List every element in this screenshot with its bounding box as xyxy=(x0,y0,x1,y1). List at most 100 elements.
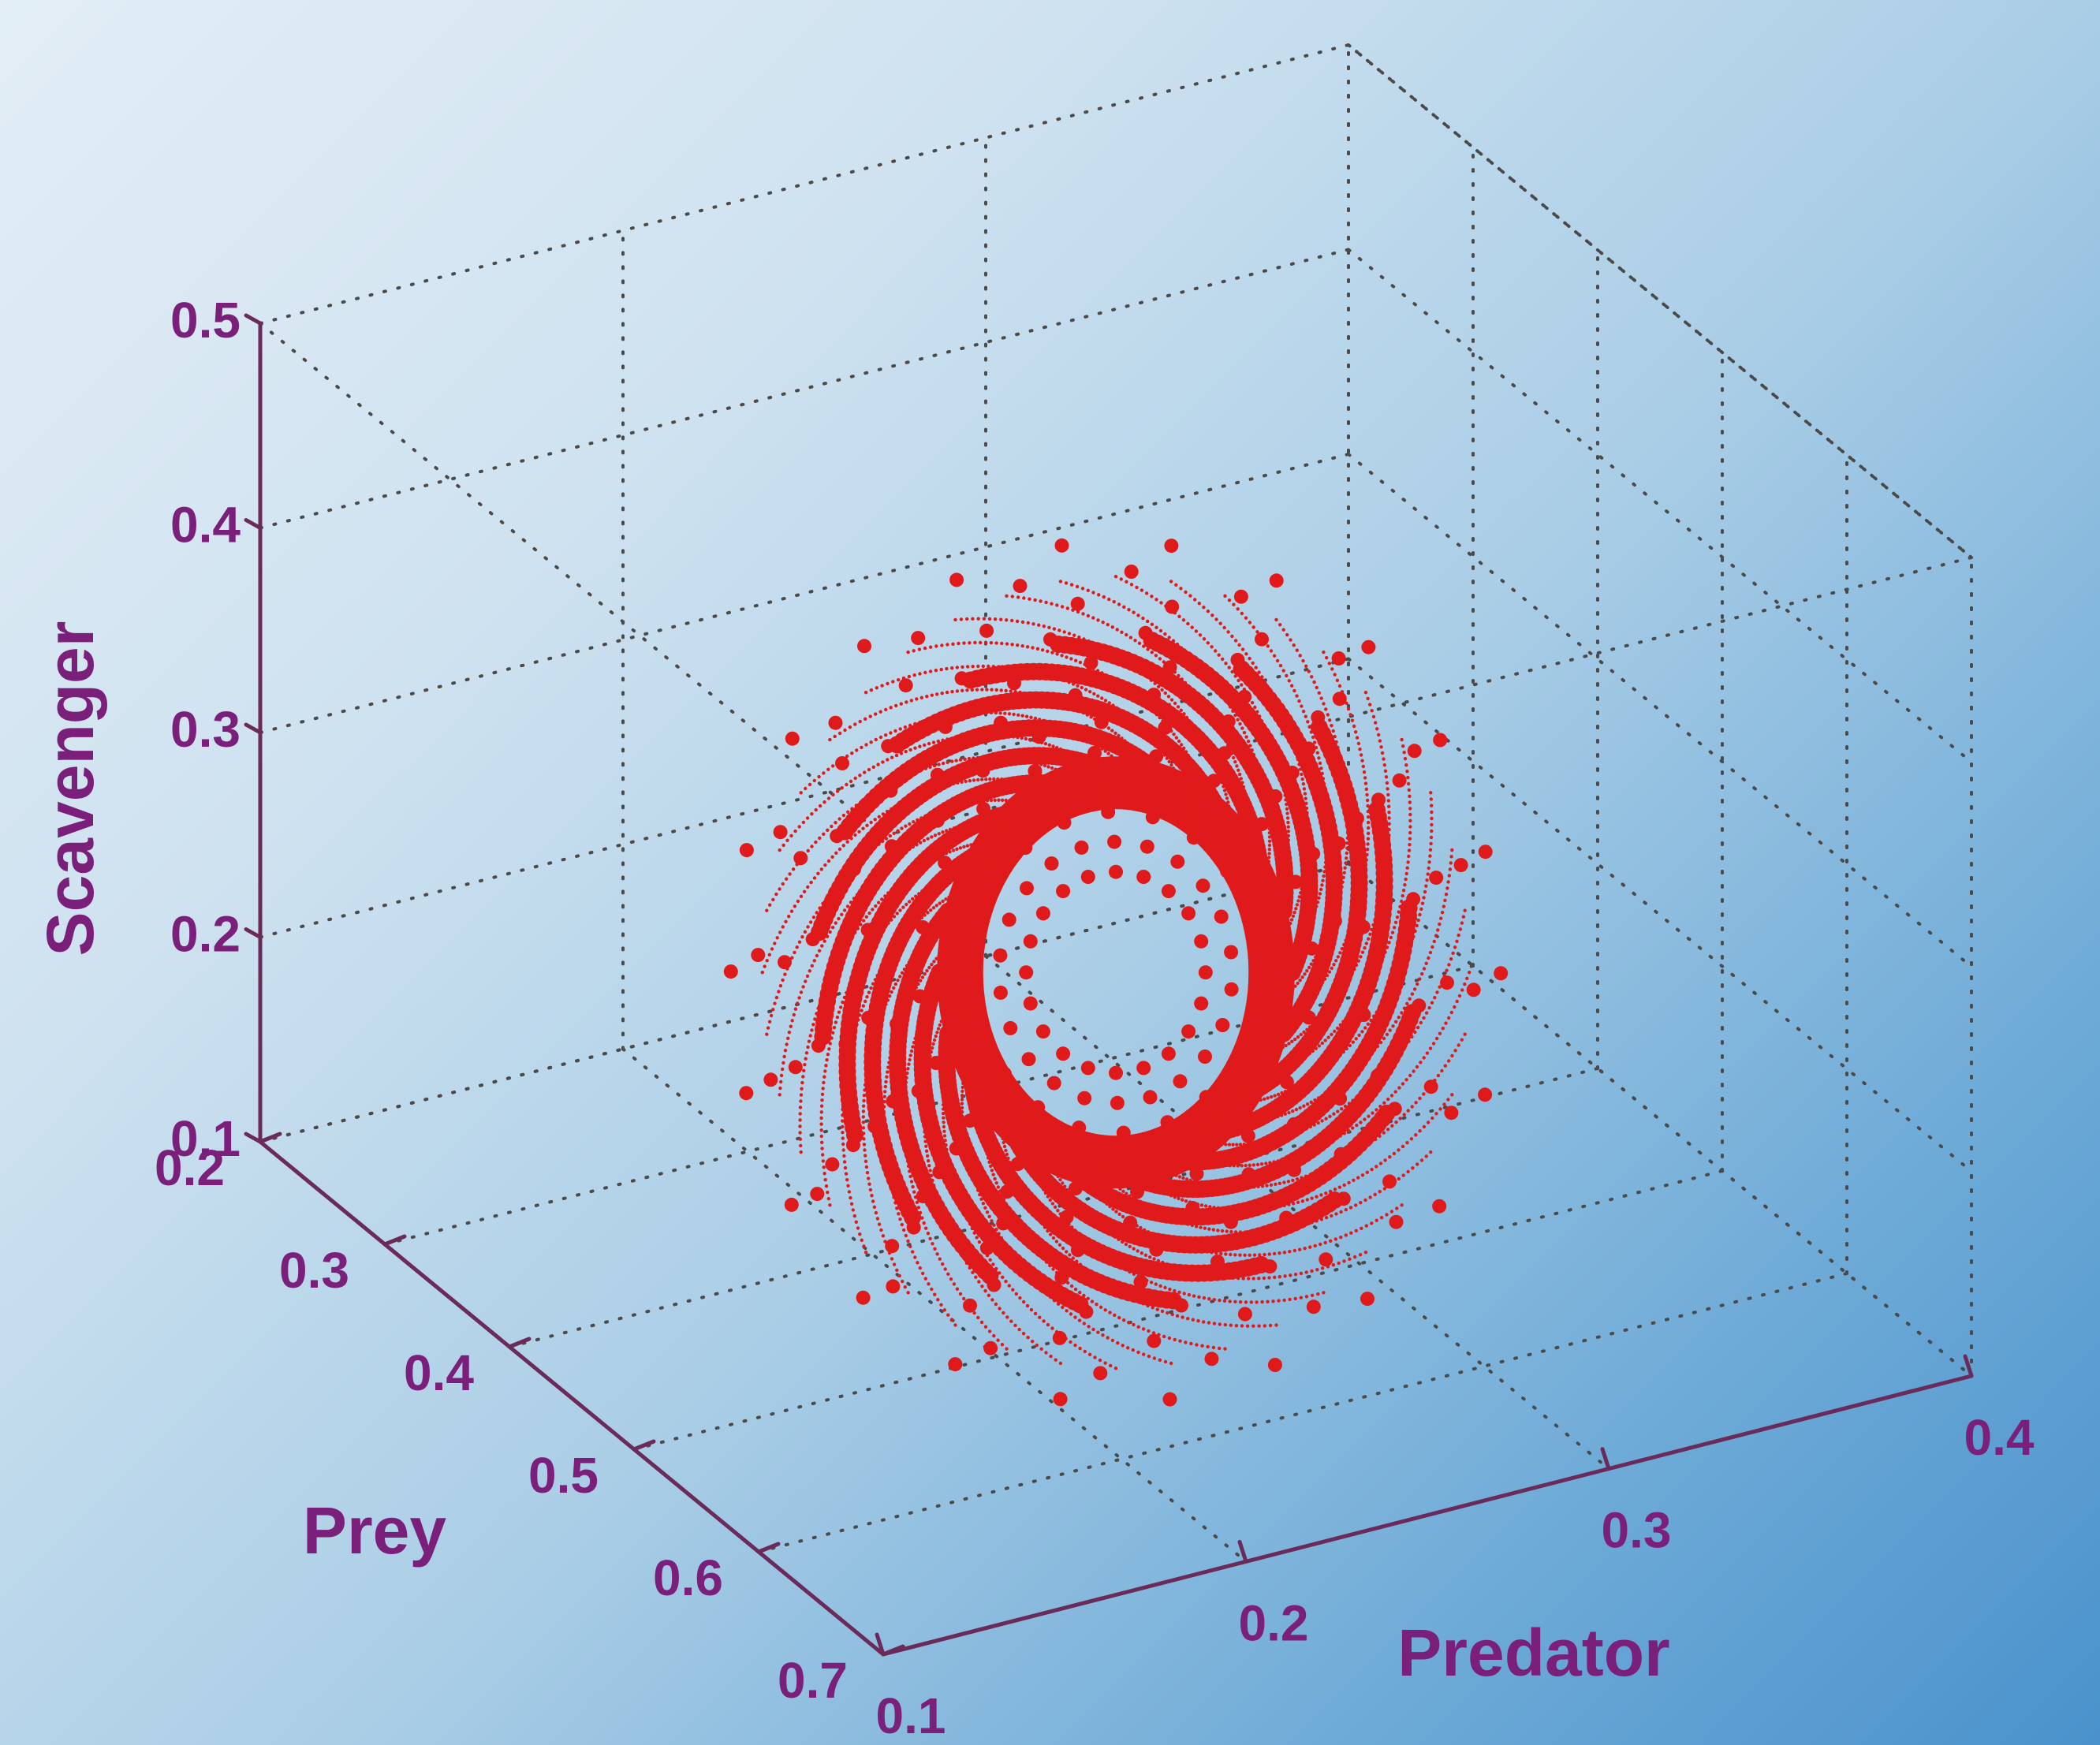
trajectory-dot xyxy=(1348,1043,1352,1048)
trajectory-dot xyxy=(1028,597,1031,601)
trajectory-dot xyxy=(1309,962,1314,966)
trajectory-dot xyxy=(911,897,915,901)
trajectory-dot xyxy=(820,944,824,948)
trajectory-dot xyxy=(941,1262,945,1266)
trajectory-dot xyxy=(944,897,948,901)
trajectory-dot xyxy=(1442,1102,1446,1106)
trajectory-dot xyxy=(950,690,954,694)
trajectory-dot xyxy=(1302,1030,1306,1035)
trajectory-dot xyxy=(955,666,960,669)
initial-point xyxy=(1215,1018,1230,1032)
trajectory-dot xyxy=(1035,647,1040,651)
trajectory-dot xyxy=(841,1124,845,1129)
trajectory-dot xyxy=(779,1079,783,1084)
trajectory-dot xyxy=(1386,799,1391,803)
trajectory-dot xyxy=(765,908,769,912)
trajectory-dot xyxy=(806,1045,810,1050)
trajectory-dot xyxy=(1403,757,1408,761)
trajectory-dot xyxy=(781,978,785,982)
trajectory-dot xyxy=(1366,804,1370,808)
trajectory-dot xyxy=(1016,595,1020,599)
trajectory-dot xyxy=(826,1191,830,1195)
trajectory-dot xyxy=(1108,1311,1112,1314)
trajectory-dot xyxy=(1427,866,1430,871)
trajectory-dot xyxy=(898,908,902,912)
trajectory-dot xyxy=(1302,787,1307,791)
trajectory-dot xyxy=(865,995,869,999)
trajectory-dot xyxy=(1110,625,1115,629)
trajectory-dot xyxy=(875,1217,880,1221)
trajectory-dot xyxy=(938,901,942,905)
trajectory-dot xyxy=(1423,889,1427,894)
trajectory-dot xyxy=(832,1026,837,1030)
trajectory-dot xyxy=(989,1164,993,1169)
trajectory-dot xyxy=(1430,829,1434,833)
trajectory-dot xyxy=(1288,1250,1292,1254)
trajectory-dot xyxy=(941,899,945,904)
trajectory-dot xyxy=(932,763,937,768)
trajectory-dot xyxy=(1348,1257,1352,1262)
trajectory-dot xyxy=(1010,618,1014,623)
trajectory-dot xyxy=(930,1287,934,1292)
trajectory-dot xyxy=(1355,1123,1359,1128)
trajectory-dot xyxy=(1000,798,1005,802)
initial-point xyxy=(1136,870,1151,884)
z-tick-mark xyxy=(244,518,263,530)
trajectory-dot xyxy=(1300,704,1304,708)
z-tick-mark xyxy=(244,722,263,735)
trajectory-dot xyxy=(846,810,850,815)
trajectory-dot xyxy=(993,617,998,621)
initial-point xyxy=(1407,744,1422,759)
trajectory-dot xyxy=(1163,1359,1168,1364)
trajectory-dot xyxy=(811,915,816,919)
trajectory-dot xyxy=(1107,597,1111,602)
trajectory-dot xyxy=(1438,1107,1442,1111)
trajectory-dot xyxy=(1117,602,1121,606)
trajectory-dot xyxy=(979,640,983,645)
trajectory-dot xyxy=(1289,638,1292,642)
trajectory-dot xyxy=(1242,730,1247,735)
trajectory-dot xyxy=(1393,920,1398,925)
trajectory-dot xyxy=(930,835,934,839)
trajectory-dot xyxy=(820,1098,824,1102)
trajectory-dot xyxy=(1114,1210,1118,1214)
trajectory-dot xyxy=(1074,658,1078,662)
trajectory-dot xyxy=(1444,893,1449,897)
trajectory-dot xyxy=(984,777,988,781)
trajectory-dot xyxy=(1173,1337,1177,1342)
trajectory-dot xyxy=(774,995,779,1000)
trajectory-dot xyxy=(878,735,883,740)
trajectory-dot xyxy=(1388,1155,1392,1159)
trajectory-dot xyxy=(1000,641,1004,646)
trajectory-dot xyxy=(1020,620,1025,625)
trajectory-dot xyxy=(987,664,990,669)
trajectory-dot xyxy=(849,1195,852,1200)
trajectory-dot xyxy=(1453,1005,1457,1009)
trajectory-dot xyxy=(843,1165,848,1170)
trajectory-dot xyxy=(1061,1181,1065,1185)
trajectory-dot xyxy=(1419,907,1423,912)
trajectory-dot xyxy=(1316,1292,1320,1296)
trajectory-dot xyxy=(858,1232,862,1236)
trajectory-dot xyxy=(821,1153,825,1157)
trajectory-dot xyxy=(834,821,837,825)
trajectory-dot xyxy=(1382,1131,1386,1135)
trajectory-dot xyxy=(1005,1152,1009,1157)
trajectory-dot xyxy=(951,642,955,646)
trajectory-dot xyxy=(1210,613,1214,617)
trajectory-dot xyxy=(860,1238,864,1243)
trajectory-dot xyxy=(1101,1333,1105,1337)
trajectory-dot xyxy=(1158,1284,1162,1288)
trajectory-dot xyxy=(1220,1229,1225,1233)
trajectory-dot xyxy=(1113,1313,1117,1318)
trajectory-dot xyxy=(834,921,838,925)
trajectory-dot xyxy=(1382,763,1387,767)
trajectory-dot xyxy=(1003,711,1007,715)
trajectory-dot xyxy=(1331,1263,1336,1267)
trajectory-dot xyxy=(909,1180,914,1184)
trajectory-dot xyxy=(1394,1120,1398,1124)
trajectory-dot xyxy=(1300,1199,1305,1203)
trajectory-dot xyxy=(1224,792,1228,796)
trajectory-dot xyxy=(1345,851,1349,856)
trajectory-dot xyxy=(1152,1356,1157,1360)
